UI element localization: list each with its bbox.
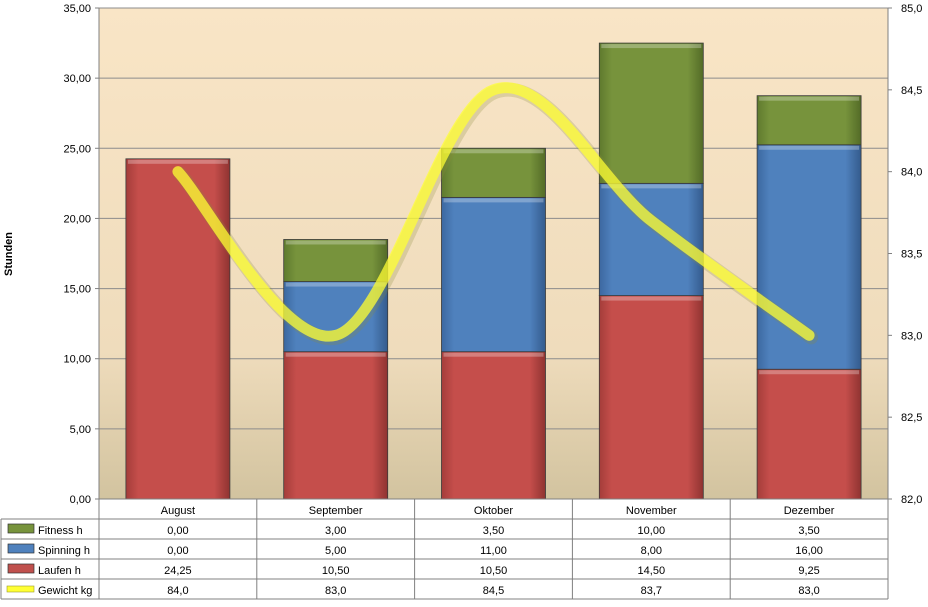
x-category-label: November — [626, 505, 677, 517]
x-category-label: August — [161, 505, 195, 517]
table-cell-fitness: 0,00 — [167, 525, 188, 537]
bar-highlight — [443, 149, 544, 154]
y-axis-right: 82,0 82,5 83,0 83,5 84,0 84,5 85,0 — [888, 3, 922, 506]
y-tick-label: 30,00 — [63, 73, 91, 85]
x-category-label: Dezember — [784, 505, 835, 517]
bar-spinning — [441, 196, 546, 353]
table-cell-gewicht: 84,5 — [483, 585, 504, 597]
table-cell-fitness: 10,00 — [638, 525, 666, 537]
bar-highlight — [759, 370, 860, 375]
legend-key-fitness — [7, 523, 35, 534]
y2-tick-label: 82,5 — [901, 412, 922, 424]
bar-highlight — [443, 198, 544, 203]
bar-highlight — [285, 282, 386, 287]
table-cell-fitness: 3,50 — [798, 525, 819, 537]
legend-label-gewicht: Gewicht kg — [38, 585, 92, 597]
bar-laufen — [756, 368, 862, 500]
x-category-label: September — [309, 505, 363, 517]
bar-fitness — [283, 239, 389, 282]
table-cell-spinning: 0,00 — [167, 545, 188, 557]
table-cell-laufen: 10,50 — [480, 565, 508, 577]
weight-line — [172, 82, 819, 346]
table-cell-spinning: 16,00 — [795, 545, 823, 557]
table-cell-spinning: 11,00 — [480, 545, 507, 557]
y-axis-left: 0,00 5,00 10,00 15,00 20,00 25,00 30,00 35,00 — [63, 3, 99, 506]
y-tick-label: 35,00 — [63, 3, 91, 15]
table-cell-laufen: 24,25 — [164, 565, 192, 577]
bar-laufen — [283, 351, 389, 500]
bar-fitness — [756, 95, 862, 146]
y-tick-label: 15,00 — [63, 284, 91, 296]
bar-highlight — [759, 145, 860, 150]
bar-highlight — [601, 44, 702, 49]
bar-highlight — [443, 352, 544, 357]
table-cell-fitness: 3,00 — [325, 525, 346, 537]
table-cell-fitness: 3,50 — [483, 525, 504, 537]
bar-spinning — [598, 182, 704, 296]
y-axis-label: Stunden — [3, 232, 15, 276]
bar-highlight — [601, 296, 702, 301]
table-cell-spinning: 5,00 — [325, 545, 346, 557]
x-category-label: Oktober — [474, 505, 513, 517]
table-cell-laufen: 9,25 — [798, 565, 819, 577]
y2-tick-label: 84,0 — [901, 167, 922, 179]
table-cell-laufen: 10,50 — [322, 565, 350, 577]
legend-key-spinning — [7, 543, 35, 554]
y2-tick-label: 84,5 — [901, 85, 922, 97]
table-cell-spinning: 8,00 — [641, 545, 662, 557]
y-tick-label: 5,00 — [70, 424, 91, 436]
y2-tick-label: 85,0 — [901, 3, 922, 15]
y-tick-label: 25,00 — [63, 143, 91, 155]
bar-highlight — [759, 96, 860, 101]
table-cell-gewicht: 83,7 — [641, 585, 662, 597]
bar-laufen — [441, 351, 546, 500]
y2-tick-label: 83,0 — [901, 330, 922, 342]
bar-laufen — [598, 295, 704, 500]
bar-highlight — [127, 159, 228, 164]
table-cell-gewicht: 84,0 — [167, 585, 188, 597]
legend-label-spinning: Spinning h — [38, 545, 90, 557]
table-cell-laufen: 14,50 — [638, 565, 666, 577]
y2-tick-label: 83,5 — [901, 249, 922, 261]
table-cell-gewicht: 83,0 — [325, 585, 346, 597]
bar-highlight — [285, 240, 386, 245]
legend-label-fitness: Fitness h — [38, 525, 83, 537]
y-tick-label: 0,00 — [70, 494, 91, 506]
data-table: August September Oktober November Dezember Fi… — [0, 498, 889, 600]
series-line-gewicht — [172, 82, 815, 342]
legend-key-laufen — [7, 563, 35, 574]
y-tick-label: 20,00 — [63, 213, 91, 225]
bar-highlight — [285, 352, 386, 357]
legend-key-gewicht — [6, 585, 35, 593]
table-cell-gewicht: 83,0 — [798, 585, 819, 597]
bar-fitness — [598, 42, 704, 184]
y-tick-label: 10,00 — [63, 354, 91, 366]
y2-tick-label: 82,0 — [901, 494, 922, 506]
legend-label-laufen: Laufen h — [38, 565, 81, 577]
bar-highlight — [601, 184, 702, 189]
bar-fitness — [441, 147, 546, 198]
